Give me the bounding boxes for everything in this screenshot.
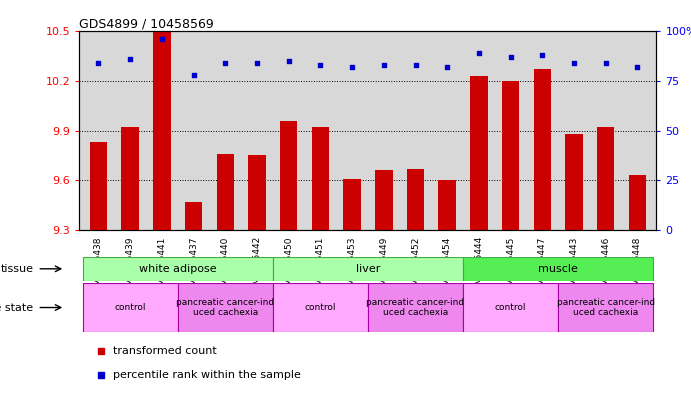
Text: transformed count: transformed count bbox=[113, 346, 217, 356]
Point bbox=[569, 60, 580, 66]
Bar bbox=[533, 70, 551, 230]
Point bbox=[632, 64, 643, 70]
Bar bbox=[597, 127, 614, 230]
Point bbox=[537, 52, 548, 59]
Point bbox=[600, 60, 612, 66]
Text: white adipose: white adipose bbox=[139, 264, 216, 274]
Text: tissue: tissue bbox=[1, 264, 33, 274]
Text: disease state: disease state bbox=[0, 303, 33, 312]
Point bbox=[378, 62, 389, 68]
Bar bbox=[122, 127, 139, 230]
Text: GDS4899 / 10458569: GDS4899 / 10458569 bbox=[79, 17, 214, 30]
Bar bbox=[368, 283, 463, 332]
Point bbox=[315, 62, 326, 68]
Point bbox=[156, 36, 167, 42]
Bar bbox=[185, 202, 202, 230]
Bar bbox=[407, 169, 424, 230]
Bar bbox=[273, 283, 368, 332]
Bar bbox=[463, 283, 558, 332]
Bar bbox=[343, 179, 361, 230]
Point bbox=[505, 54, 516, 61]
Point bbox=[93, 60, 104, 66]
Point bbox=[124, 56, 135, 62]
Text: muscle: muscle bbox=[538, 264, 578, 274]
Point bbox=[347, 64, 358, 70]
Bar bbox=[470, 76, 488, 230]
Point bbox=[473, 50, 484, 57]
Bar bbox=[83, 257, 273, 281]
Bar bbox=[312, 127, 329, 230]
Point bbox=[283, 58, 294, 64]
Bar bbox=[375, 171, 392, 230]
Point bbox=[96, 372, 107, 378]
Text: pancreatic cancer-ind
uced cachexia: pancreatic cancer-ind uced cachexia bbox=[366, 298, 464, 317]
Bar bbox=[463, 257, 653, 281]
Point bbox=[96, 348, 107, 354]
Bar bbox=[439, 180, 456, 230]
Text: pancreatic cancer-ind
uced cachexia: pancreatic cancer-ind uced cachexia bbox=[557, 298, 655, 317]
Bar bbox=[216, 154, 234, 230]
Text: percentile rank within the sample: percentile rank within the sample bbox=[113, 370, 301, 380]
Text: pancreatic cancer-ind
uced cachexia: pancreatic cancer-ind uced cachexia bbox=[176, 298, 274, 317]
Bar bbox=[83, 283, 178, 332]
Bar bbox=[90, 142, 107, 230]
Bar bbox=[629, 175, 646, 230]
Bar bbox=[565, 134, 583, 230]
Bar bbox=[280, 121, 297, 230]
Bar bbox=[153, 31, 171, 230]
Bar bbox=[558, 283, 653, 332]
Point bbox=[442, 64, 453, 70]
Point bbox=[188, 72, 199, 78]
Bar bbox=[273, 257, 463, 281]
Point bbox=[410, 62, 421, 68]
Text: control: control bbox=[495, 303, 527, 312]
Bar bbox=[248, 156, 266, 230]
Text: control: control bbox=[115, 303, 146, 312]
Text: liver: liver bbox=[356, 264, 380, 274]
Bar bbox=[178, 283, 273, 332]
Point bbox=[220, 60, 231, 66]
Point bbox=[252, 60, 263, 66]
Bar bbox=[502, 81, 520, 230]
Text: control: control bbox=[305, 303, 336, 312]
